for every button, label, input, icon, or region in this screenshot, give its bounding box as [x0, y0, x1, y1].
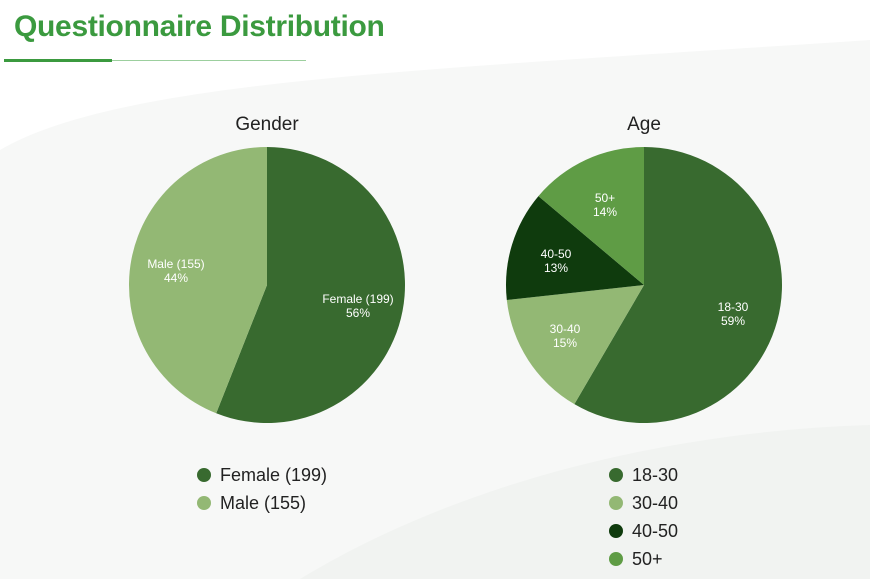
- gender-slice-label-male: Male (155): [147, 257, 204, 271]
- gender-slice-percent-male: 44%: [164, 271, 188, 285]
- gender-legend-swatch-female-199: [197, 468, 211, 482]
- gender-legend-label-female-199: Female (199): [220, 465, 327, 485]
- gender-slice-male: [128, 147, 267, 414]
- gender-chart-title: Gender: [235, 114, 299, 135]
- age-slice-label-40-50: 40-50: [541, 247, 572, 261]
- gender-slice-female: [216, 147, 405, 423]
- gender-slice-label-female: Female (199): [322, 292, 393, 306]
- age-legend-swatch-40-50: [609, 524, 623, 538]
- age-slice-label-50: 50+: [595, 191, 615, 205]
- page-title: Questionnaire Distribution: [14, 10, 385, 43]
- gender-slice-percent-female: 56%: [346, 306, 370, 320]
- age-slice-40-50: [506, 196, 644, 300]
- age-slice-percent-18-30: 59%: [721, 314, 745, 328]
- age-legend-label-50: 50+: [632, 549, 663, 569]
- gender-legend-label-male-155: Male (155): [220, 493, 306, 513]
- gender-legend: Female (199) Male (155): [197, 465, 327, 513]
- age-legend-swatch-50: [609, 552, 623, 566]
- age-slice-label-18-30: 18-30: [718, 300, 749, 314]
- title-divider: [4, 60, 306, 61]
- age-legend-swatch-18-30: [609, 468, 623, 482]
- age-slice-percent-30-40: 15%: [553, 336, 577, 350]
- age-slice-percent-50: 14%: [593, 205, 617, 219]
- age-slice-percent-40-50: 13%: [544, 261, 568, 275]
- age-pie-chart: Age18-3059%30-4015%40-5013%50+14%18-3030…: [506, 114, 783, 569]
- age-legend: 18-30 30-40 40-50 50+: [609, 465, 678, 569]
- age-slice-label-30-40: 30-40: [550, 322, 581, 336]
- gender-legend-swatch-male-155: [197, 496, 211, 510]
- age-legend-label-18-30: 18-30: [632, 465, 678, 485]
- age-legend-label-40-50: 40-50: [632, 521, 678, 541]
- age-legend-swatch-30-40: [609, 496, 623, 510]
- age-chart-title: Age: [627, 114, 661, 135]
- age-slice-50: [538, 147, 644, 285]
- age-legend-label-30-40: 30-40: [632, 493, 678, 513]
- age-slice-30-40: [506, 285, 644, 405]
- age-slice-18-30: [574, 147, 783, 423]
- title-divider-accent: [4, 59, 112, 62]
